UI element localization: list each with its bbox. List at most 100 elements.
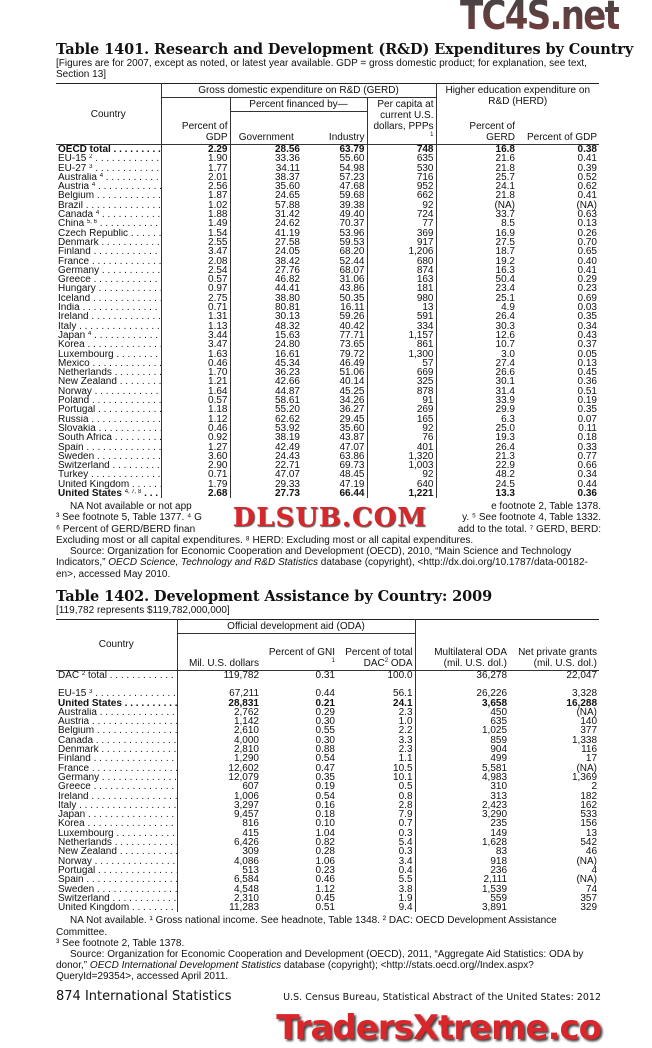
value-cell: 0.8 — [398, 790, 413, 802]
value-cell: 0.3 — [398, 846, 413, 858]
value-cell: 0.29 — [577, 274, 597, 286]
country-name: EU-27 — [58, 163, 87, 173]
value-cell: 3,658 — [414, 698, 510, 708]
country-name: Austria — [58, 182, 90, 192]
value-cell: 16.11 — [340, 302, 365, 314]
value-cell: 269 — [366, 405, 436, 415]
country-cell: Netherlands — [56, 368, 161, 377]
value-cell: 0.65 — [577, 246, 597, 258]
country-cell: United Kingdom — [56, 480, 161, 489]
footnote-ref: 4, 7, 8 — [124, 488, 142, 495]
value-cell: 29.9 — [435, 405, 517, 415]
value-cell: 401 — [366, 442, 436, 452]
note-line: ⁶ Percent of GERD/BERD finan — [56, 523, 196, 535]
country-name: Norway — [58, 856, 92, 866]
country-name: Australia — [58, 707, 97, 718]
value-cell: 59.68 — [339, 190, 365, 202]
col-group-oda: Official development aid (ODA) — [176, 619, 416, 634]
value-cell: 635 — [366, 154, 436, 164]
country-cell: Switzerland — [56, 461, 161, 470]
value-cell: 2.68 — [160, 488, 230, 499]
value-cell: 1.88 — [160, 209, 230, 220]
value-cell: 10.1 — [393, 771, 413, 783]
value-cell: 3.44 — [160, 330, 230, 341]
value-cell: 680 — [366, 256, 436, 266]
value-cell: 68.20 — [339, 246, 365, 258]
value-cell: 36.27 — [339, 404, 365, 416]
value-cell: 0.16 — [315, 799, 335, 811]
value-cell: 0.41 — [577, 190, 597, 202]
country-cell: Slovakia — [56, 424, 161, 433]
value-cell: 4,983 — [414, 772, 510, 783]
country-name: Hungary — [58, 284, 96, 294]
value-cell: 91 — [366, 395, 436, 406]
value-cell: 26.4 — [435, 312, 517, 322]
country-name: Norway — [58, 386, 92, 397]
table-1402-headnote: [119,782 represents $119,782,000,000] — [56, 604, 230, 616]
value-cell: 44.87 — [229, 386, 302, 396]
country-name: United Kingdom — [58, 479, 130, 489]
value-cell: 22.71 — [229, 460, 302, 471]
value-cell: 50.35 — [339, 292, 365, 304]
value-cell: 513 — [176, 865, 261, 876]
table-row: Netherlands 6,426 0.82 5.41,628 542 — [56, 837, 599, 848]
country-cell: Brazil — [56, 201, 161, 210]
value-cell: 1.90 — [160, 154, 230, 164]
value-cell: 2,423 — [414, 800, 510, 811]
value-cell: 859 — [414, 735, 510, 745]
country-cell: China 5, 6 — [56, 219, 161, 228]
country-cell: United States 4, 7, 8 — [56, 489, 161, 498]
value-cell: 0.13 — [577, 357, 597, 369]
value-cell: 19.3 — [435, 433, 517, 443]
value-cell: 2.56 — [160, 182, 230, 192]
value-cell: 530 — [366, 163, 436, 173]
value-cell: 24.62 — [229, 219, 302, 229]
value-cell: 16,288 — [566, 697, 598, 709]
table-row: Belgium 2,610 0.55 2.21,025 377 — [56, 725, 599, 737]
value-cell: 149 — [414, 828, 510, 838]
value-cell: 357 — [580, 892, 598, 904]
country-cell: Australia 4 — [56, 173, 161, 182]
col-industry: Industry — [328, 132, 365, 143]
value-cell: 0.54 — [315, 790, 335, 802]
value-cell: 0.05 — [577, 348, 597, 360]
watermark-logo-bottom: TradersXtreme.co — [276, 1007, 602, 1048]
value-cell: 13 — [366, 302, 436, 313]
value-cell: 415 — [176, 828, 261, 838]
country-cell: OECD total — [56, 145, 161, 155]
value-cell: 1,628 — [414, 837, 510, 848]
value-cell: 2.2 — [398, 725, 413, 737]
value-cell: 24.65 — [229, 191, 302, 201]
value-cell: 7.9 — [398, 809, 413, 821]
country-cell: New Zealand — [56, 847, 177, 856]
value-cell: 27.4 — [435, 358, 517, 368]
value-cell: 1,142 — [176, 717, 261, 727]
col-net-private: Net private grants (mil. U.S. dol.) — [518, 646, 598, 669]
value-cell: 1,025 — [414, 726, 510, 736]
col-pct-dac-label: ODA — [388, 657, 413, 669]
value-cell: 4.9 — [435, 302, 517, 313]
note-line: add to the total. ⁷ GERD, BERD: — [457, 523, 601, 535]
country-cell: Ireland — [56, 792, 177, 801]
value-cell: 0.10 — [315, 818, 335, 830]
value-cell: 35.60 — [339, 422, 365, 434]
value-cell: 1,300 — [366, 349, 436, 359]
value-cell: 182 — [580, 790, 598, 802]
value-cell: 3,290 — [414, 809, 510, 820]
value-cell: 100.0 — [387, 669, 413, 681]
value-cell: 2 — [591, 781, 598, 793]
value-cell: 1.31 — [160, 312, 230, 322]
value-cell: 1.9 — [398, 892, 413, 904]
publication-credit: U.S. Census Bureau, Statistical Abstract… — [283, 991, 601, 1003]
note-line: Excluding most or all capital expenditur… — [56, 534, 474, 546]
country-name: China — [58, 219, 85, 229]
